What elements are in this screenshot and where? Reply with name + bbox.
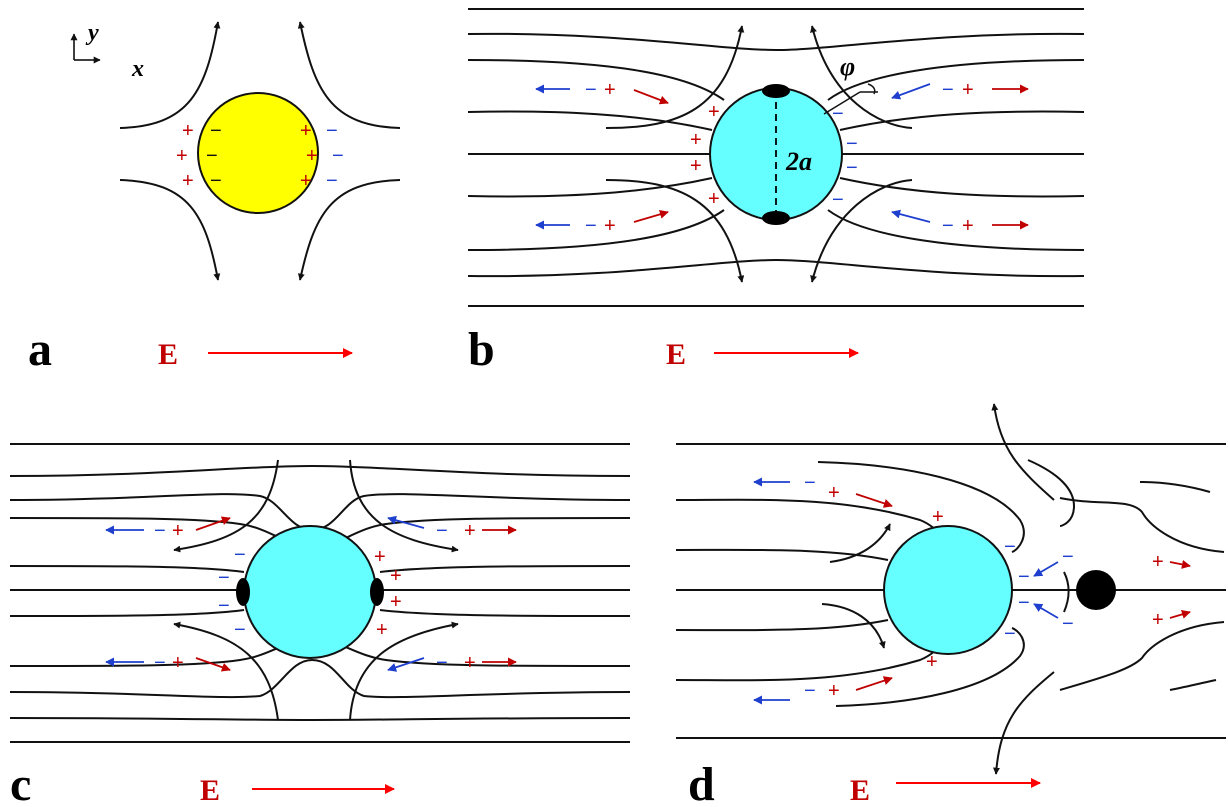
field-label-c: E bbox=[200, 774, 220, 807]
minus-charge: − bbox=[154, 520, 166, 542]
angle-marker: φ bbox=[823, 52, 878, 115]
minus-charge: − bbox=[218, 595, 230, 617]
minus-charge: − bbox=[154, 652, 166, 674]
flow-indicators-b: − + − + − + − + bbox=[535, 79, 1029, 237]
axes-indicator: y x bbox=[70, 20, 144, 82]
minus-charge: − bbox=[326, 120, 338, 142]
angle-label: φ bbox=[840, 52, 855, 81]
minus-charge: − bbox=[1018, 592, 1030, 614]
diameter-label: 2a bbox=[785, 147, 812, 176]
charges-c: − − − − + + + + bbox=[218, 544, 402, 641]
minus-charge: − bbox=[332, 145, 344, 167]
plus-charge: + bbox=[708, 101, 720, 123]
plus-charge: + bbox=[690, 129, 702, 151]
minus-charge: − bbox=[210, 170, 222, 192]
plus-charge: + bbox=[464, 520, 476, 542]
plus-charge: + bbox=[172, 520, 184, 542]
particle-a bbox=[197, 92, 319, 214]
minus-charge: − bbox=[436, 652, 448, 674]
plus-charge: + bbox=[176, 145, 188, 167]
minus-charge: − bbox=[832, 189, 844, 211]
plus-charge: + bbox=[390, 591, 402, 613]
minus-charge: − bbox=[210, 120, 222, 142]
plus-charge: + bbox=[300, 120, 312, 142]
plus-charge: + bbox=[604, 215, 616, 237]
minus-charge: − bbox=[585, 79, 597, 101]
plus-charge: + bbox=[374, 546, 386, 568]
minus-charge: − bbox=[804, 680, 816, 702]
particle-tip-left bbox=[236, 578, 250, 606]
plus-charge: + bbox=[932, 506, 944, 528]
minus-charge: − bbox=[846, 157, 858, 179]
minus-charge: − bbox=[1004, 623, 1016, 645]
attracted-particle bbox=[1076, 570, 1116, 610]
flow-indicators-c: − + − + − + − + bbox=[105, 515, 517, 674]
plus-charge: + bbox=[376, 619, 388, 641]
minus-charge: − bbox=[804, 472, 816, 494]
minus-charge: − bbox=[1062, 613, 1074, 635]
minus-charge: − bbox=[234, 544, 246, 566]
x-axis-label: x bbox=[131, 56, 144, 82]
panel-a: y x + + + − − − + + + − − − a E bbox=[28, 20, 401, 376]
plus-charge: + bbox=[300, 170, 312, 192]
panel-c: − − − − + + + + − + − + − + − + c bbox=[9, 443, 631, 807]
minus-charge: − bbox=[326, 170, 338, 192]
minus-charge: − bbox=[1004, 536, 1016, 558]
charges-a: + + + − − − + + + − − − bbox=[176, 120, 344, 192]
plus-charge: + bbox=[182, 120, 194, 142]
minus-charge: − bbox=[942, 79, 954, 101]
panel-label-d: d bbox=[688, 758, 715, 807]
panel-label-c: c bbox=[10, 758, 31, 807]
streamlines-b bbox=[467, 8, 1085, 307]
panel-d: + + − − − − − + − + − − + + d E bbox=[675, 403, 1226, 807]
flow-indicators-d: − + − + − − + + bbox=[753, 472, 1191, 705]
plus-charge: + bbox=[828, 482, 840, 504]
minus-charge: − bbox=[206, 145, 218, 167]
minus-charge: − bbox=[846, 133, 858, 155]
field-label-b: E bbox=[666, 338, 686, 371]
minus-charge: − bbox=[585, 215, 597, 237]
particle-tip-right bbox=[370, 578, 384, 606]
plus-charge: + bbox=[464, 652, 476, 674]
plus-charge: + bbox=[306, 145, 318, 167]
plus-charge: + bbox=[962, 79, 974, 101]
minus-charge: − bbox=[1018, 566, 1030, 588]
minus-charge: − bbox=[1062, 546, 1074, 568]
plus-charge: + bbox=[604, 79, 616, 101]
panel-label-a: a bbox=[28, 323, 52, 376]
plus-charge: + bbox=[828, 680, 840, 702]
y-axis-label: y bbox=[85, 20, 99, 46]
minus-charge: − bbox=[832, 103, 844, 125]
plus-charge: + bbox=[708, 188, 720, 210]
charges-b: + + + + − − − − bbox=[690, 101, 858, 211]
plus-charge: + bbox=[926, 651, 938, 673]
plus-charge: + bbox=[1152, 551, 1164, 573]
minus-charge: − bbox=[436, 520, 448, 542]
streamlines-a bbox=[119, 21, 401, 281]
particle-d bbox=[883, 525, 1013, 655]
plus-charge: + bbox=[690, 155, 702, 177]
minus-charge: − bbox=[234, 619, 246, 641]
panel-b: 2a φ + + + + − − − − − + − + bbox=[467, 8, 1085, 376]
plus-charge: + bbox=[390, 565, 402, 587]
plus-charge: + bbox=[182, 170, 194, 192]
plus-charge: + bbox=[172, 652, 184, 674]
plus-charge: + bbox=[962, 215, 974, 237]
minus-charge: − bbox=[942, 215, 954, 237]
particle-tip-bottom bbox=[762, 211, 790, 225]
field-label-a: E bbox=[158, 338, 178, 371]
panel-label-b: b bbox=[468, 323, 495, 376]
minus-charge: − bbox=[218, 567, 230, 589]
plus-charge: + bbox=[1152, 609, 1164, 631]
charges-d: + + − − − − bbox=[926, 506, 1030, 673]
field-label-d: E bbox=[850, 774, 870, 807]
particle-c bbox=[243, 525, 377, 659]
